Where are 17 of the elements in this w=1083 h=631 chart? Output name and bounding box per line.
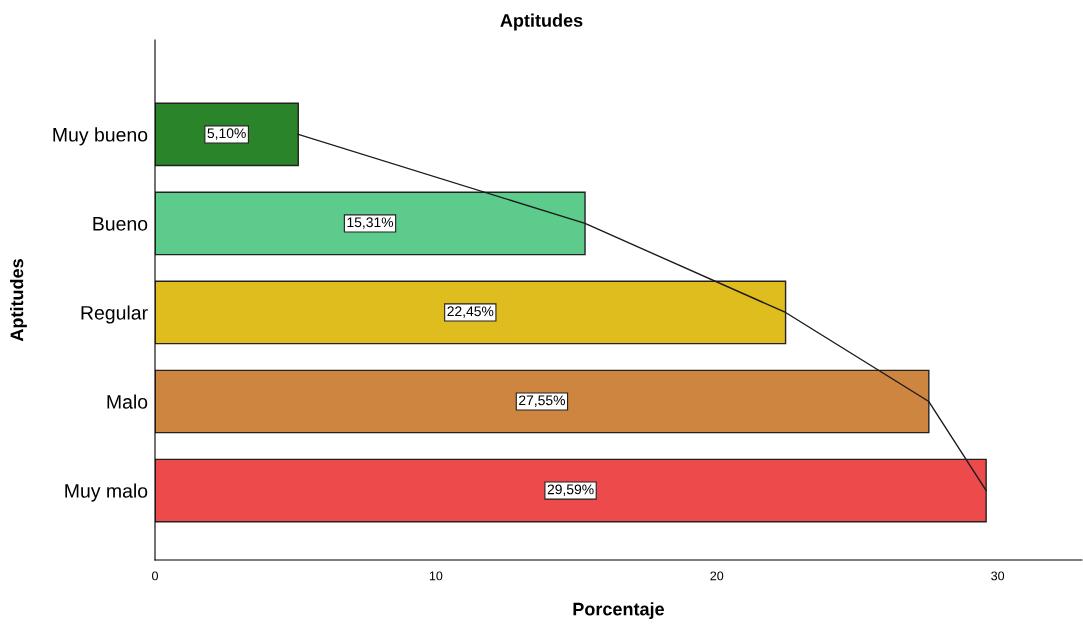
x-axis-title: Porcentaje xyxy=(573,602,665,620)
y-axis-title: Aptitudes xyxy=(10,259,27,342)
x-tick-label: 10 xyxy=(429,571,443,581)
x-tick-label: 0 xyxy=(152,571,158,581)
y-tick-label: Regular xyxy=(81,305,148,324)
y-tick-label: Bueno xyxy=(93,217,148,231)
data-label: 22,45% xyxy=(447,306,494,318)
x-tick-label: 20 xyxy=(710,571,724,581)
data-label: 15,31% xyxy=(347,217,394,229)
chart-title: Aptitudes xyxy=(500,13,583,31)
data-label: 29,59% xyxy=(547,484,594,496)
x-tick-label: 30 xyxy=(991,571,1005,581)
data-label: 27,55% xyxy=(519,395,565,407)
y-tick-label: Malo xyxy=(107,394,148,409)
data-label: 5,10% xyxy=(207,128,246,140)
y-tick-label: Muy malo xyxy=(65,483,148,502)
y-tick-label: Muy bueno xyxy=(53,127,148,146)
